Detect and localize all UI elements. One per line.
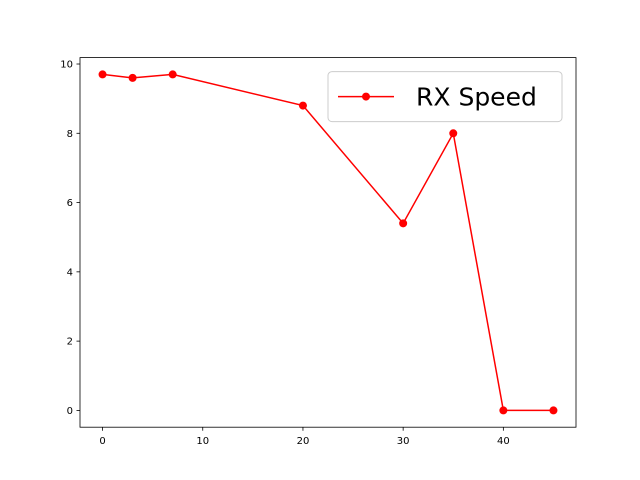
marker — [298, 101, 307, 110]
marker — [128, 73, 137, 82]
y-tick-label: 6 — [67, 198, 73, 209]
line — [102, 73, 554, 412]
x-tick-label: 0 — [99, 436, 105, 447]
y-tick-label: 0 — [67, 406, 73, 417]
marker — [98, 70, 107, 79]
marker — [399, 219, 408, 228]
legend-label: RX Speed — [416, 83, 537, 112]
x-tick-label: 40 — [497, 436, 510, 447]
y-tick-label: 4 — [67, 267, 73, 278]
legend-box — [327, 71, 563, 123]
marker — [168, 70, 177, 79]
plot-frame — [79, 57, 577, 428]
y-tick-label: 10 — [60, 60, 73, 71]
y-tick-label: 8 — [67, 129, 73, 140]
x-tick-label: 20 — [297, 436, 310, 447]
marker — [499, 406, 508, 415]
marker — [549, 406, 558, 415]
marker — [449, 129, 458, 138]
x-tick-label: 10 — [196, 436, 209, 447]
legend-marker — [362, 92, 370, 101]
x-tick-label: 30 — [397, 436, 410, 447]
y-tick-label: 2 — [67, 337, 73, 348]
